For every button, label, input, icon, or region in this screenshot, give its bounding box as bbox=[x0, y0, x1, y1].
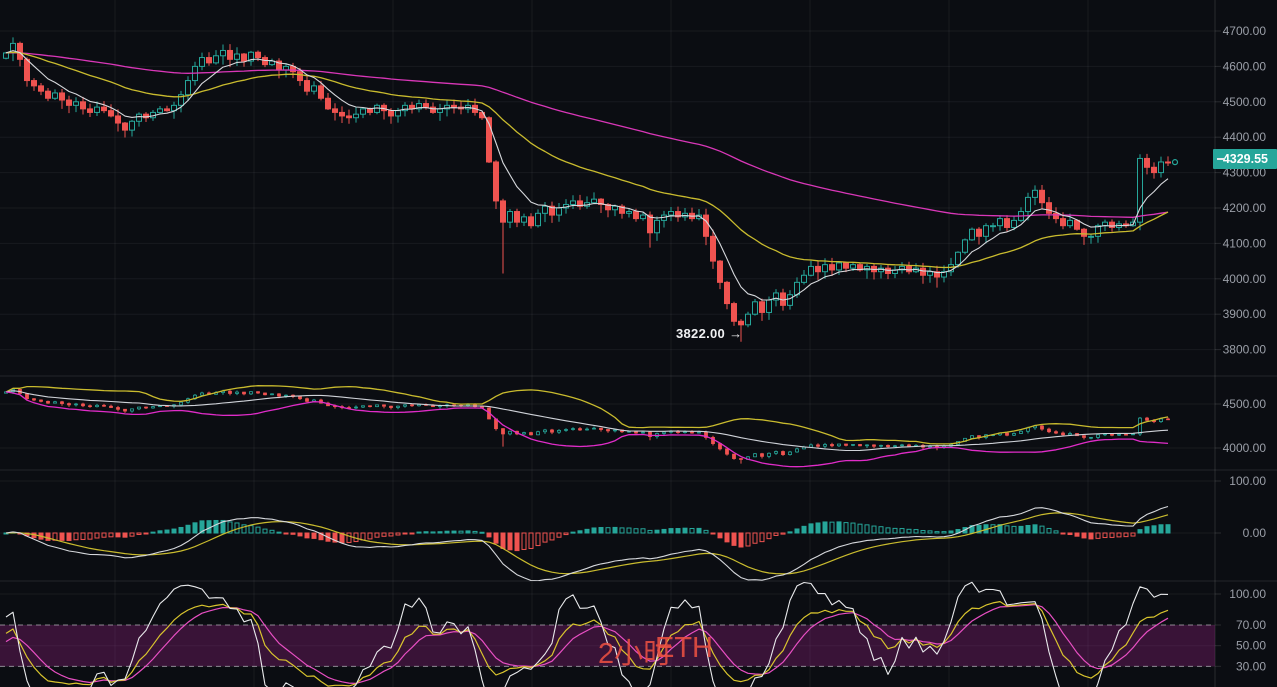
low-price-annotation: 3822.00 → bbox=[676, 326, 742, 341]
svg-text:70.00: 70.00 bbox=[1236, 618, 1266, 632]
svg-text:3800.00: 3800.00 bbox=[1223, 343, 1267, 357]
svg-text:0.00: 0.00 bbox=[1243, 526, 1267, 540]
svg-text:4700.00: 4700.00 bbox=[1223, 24, 1267, 38]
svg-text:4300.00: 4300.00 bbox=[1223, 166, 1267, 180]
svg-text:4000.00: 4000.00 bbox=[1223, 441, 1267, 455]
svg-text:4500.00: 4500.00 bbox=[1223, 95, 1267, 109]
svg-text:4400.00: 4400.00 bbox=[1223, 130, 1267, 144]
svg-text:4000.00: 4000.00 bbox=[1223, 272, 1267, 286]
svg-text:3900.00: 3900.00 bbox=[1223, 307, 1267, 321]
current-price-value: 4329.55 bbox=[1222, 152, 1268, 166]
svg-text:4100.00: 4100.00 bbox=[1223, 236, 1267, 250]
low-price-text: 3822.00 bbox=[676, 326, 726, 341]
svg-text:4200.00: 4200.00 bbox=[1223, 201, 1267, 215]
svg-text:100.00: 100.00 bbox=[1229, 474, 1266, 488]
right-arrow-icon: → bbox=[729, 326, 743, 341]
current-price-badge: 4329.55 bbox=[1213, 149, 1277, 169]
svg-text:4600.00: 4600.00 bbox=[1223, 59, 1267, 73]
svg-text:4500.00: 4500.00 bbox=[1223, 397, 1267, 411]
svg-text:30.00: 30.00 bbox=[1236, 659, 1266, 673]
svg-text:50.00: 50.00 bbox=[1236, 639, 1266, 653]
svg-text:100.00: 100.00 bbox=[1229, 587, 1266, 601]
